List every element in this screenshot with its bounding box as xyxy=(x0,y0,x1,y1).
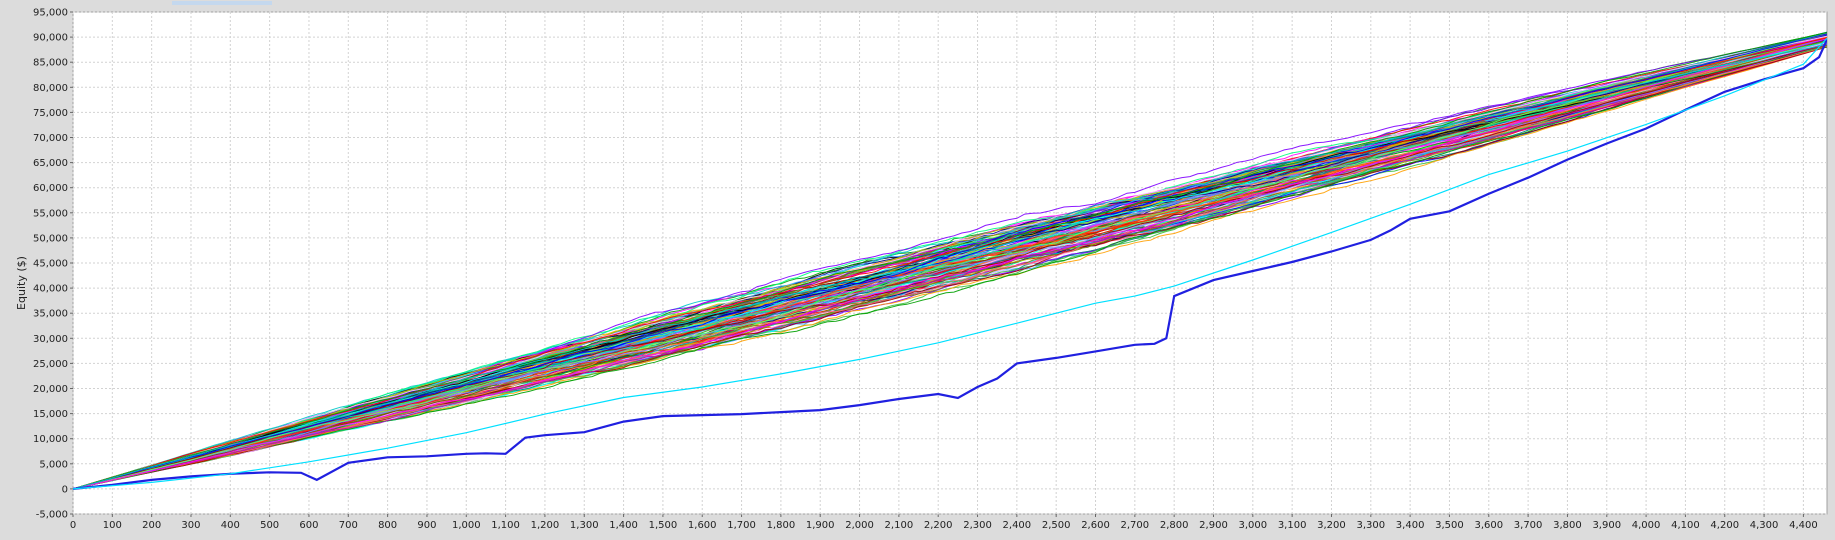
x-tick-label: 400 xyxy=(221,520,240,531)
y-tick-label: 30,000 xyxy=(33,334,68,345)
x-tick-label: 300 xyxy=(181,520,200,531)
x-tick-label: 2,100 xyxy=(885,520,914,531)
x-tick-label: 2,200 xyxy=(924,520,953,531)
y-tick-label: 35,000 xyxy=(33,309,68,320)
x-tick-label: 1,700 xyxy=(727,520,756,531)
worst-case-equity-curve xyxy=(73,39,1827,490)
equity-curve xyxy=(73,33,1827,490)
x-tick-label: 4,000 xyxy=(1632,520,1661,531)
x-tick-label: 1,000 xyxy=(452,520,481,531)
x-tick-label: 0 xyxy=(70,520,76,531)
x-tick-label: 1,100 xyxy=(491,520,520,531)
x-tick-label: 1,500 xyxy=(649,520,678,531)
x-tick-label: 3,700 xyxy=(1514,520,1543,531)
x-tick-label: 2,900 xyxy=(1199,520,1228,531)
x-tick-label: 3,000 xyxy=(1239,520,1268,531)
x-tick-label: 2,400 xyxy=(1003,520,1032,531)
x-tick-label: 600 xyxy=(299,520,318,531)
x-tick-label: 900 xyxy=(417,520,436,531)
y-tick-label: 55,000 xyxy=(33,208,68,219)
y-tick-label: 85,000 xyxy=(33,58,68,69)
y-tick-label: 5,000 xyxy=(39,459,68,470)
x-tick-label: 2,700 xyxy=(1121,520,1150,531)
x-tick-label: 2,500 xyxy=(1042,520,1071,531)
x-tick-label: 3,100 xyxy=(1278,520,1307,531)
x-tick-label: 3,800 xyxy=(1553,520,1582,531)
x-tick-label: 1,900 xyxy=(806,520,835,531)
x-tick-label: 1,200 xyxy=(531,520,560,531)
equity-curve xyxy=(73,39,1827,490)
x-tick-label: 700 xyxy=(339,520,358,531)
x-tick-label: 2,300 xyxy=(963,520,992,531)
y-tick-label: 60,000 xyxy=(33,183,68,194)
y-tick-label: 10,000 xyxy=(33,434,68,445)
x-tick-label: 2,800 xyxy=(1160,520,1189,531)
y-tick-label: 20,000 xyxy=(33,384,68,395)
x-tick-label: 1,800 xyxy=(767,520,796,531)
x-tick-label: 3,600 xyxy=(1474,520,1503,531)
y-tick-label: 50,000 xyxy=(33,233,68,244)
x-tick-label: 3,400 xyxy=(1396,520,1425,531)
equity-curve xyxy=(73,33,1827,490)
x-tick-label: 3,500 xyxy=(1435,520,1464,531)
top-strip xyxy=(172,1,272,5)
x-tick-label: 2,000 xyxy=(845,520,874,531)
y-tick-label: 25,000 xyxy=(33,359,68,370)
y-tick-label: 15,000 xyxy=(33,409,68,420)
y-tick-label: 70,000 xyxy=(33,133,68,144)
x-tick-label: 200 xyxy=(142,520,161,531)
equity-curve xyxy=(73,46,1827,490)
equity-curve xyxy=(73,37,1827,490)
equity-curve xyxy=(73,44,1827,490)
x-tick-label: 3,200 xyxy=(1317,520,1346,531)
x-tick-label: 1,300 xyxy=(570,520,599,531)
lower-envelope-curve xyxy=(73,37,1827,490)
y-tick-label: 90,000 xyxy=(33,33,68,44)
equity-curve xyxy=(73,45,1827,490)
plot-area: 0 100 200 300 400 500 600 700 800 900 1,000 1,100 1,… xyxy=(33,8,1828,531)
y-tick-label: 65,000 xyxy=(33,158,68,169)
equity-curve xyxy=(73,35,1827,490)
x-tick-label: 4,400 xyxy=(1789,520,1818,531)
x-tick-label: 800 xyxy=(378,520,397,531)
y-tick-label: 0 xyxy=(62,484,68,495)
equity-curve xyxy=(73,36,1827,490)
equity-curve xyxy=(73,37,1827,490)
y-tick-label: 80,000 xyxy=(33,83,68,94)
x-tick-label: 4,200 xyxy=(1710,520,1739,531)
x-tick-label: 3,300 xyxy=(1356,520,1385,531)
equity-curve xyxy=(73,38,1827,490)
y-tick-label: 45,000 xyxy=(33,259,68,270)
y-tick-label: 75,000 xyxy=(33,108,68,119)
x-tick-label: 500 xyxy=(260,520,279,531)
y-axis-title: Equity ($) xyxy=(15,256,28,310)
x-tick-label: 1,600 xyxy=(688,520,717,531)
x-tick-label: 1,400 xyxy=(609,520,638,531)
y-tick-label: 40,000 xyxy=(33,284,68,295)
x-tick-label: 3,900 xyxy=(1592,520,1621,531)
x-tick-label: 100 xyxy=(103,520,122,531)
x-tick-label: 2,600 xyxy=(1081,520,1110,531)
equity-curve xyxy=(73,32,1827,490)
equity-curve xyxy=(73,45,1827,490)
y-tick-label: -5,000 xyxy=(36,510,68,521)
equity-curve-bundle xyxy=(73,31,1827,490)
x-tick-label: 4,300 xyxy=(1750,520,1779,531)
equity-curve xyxy=(73,44,1827,490)
x-tick-label: 4,100 xyxy=(1671,520,1700,531)
equity-curve xyxy=(73,40,1827,490)
y-tick-label: 95,000 xyxy=(33,8,68,19)
